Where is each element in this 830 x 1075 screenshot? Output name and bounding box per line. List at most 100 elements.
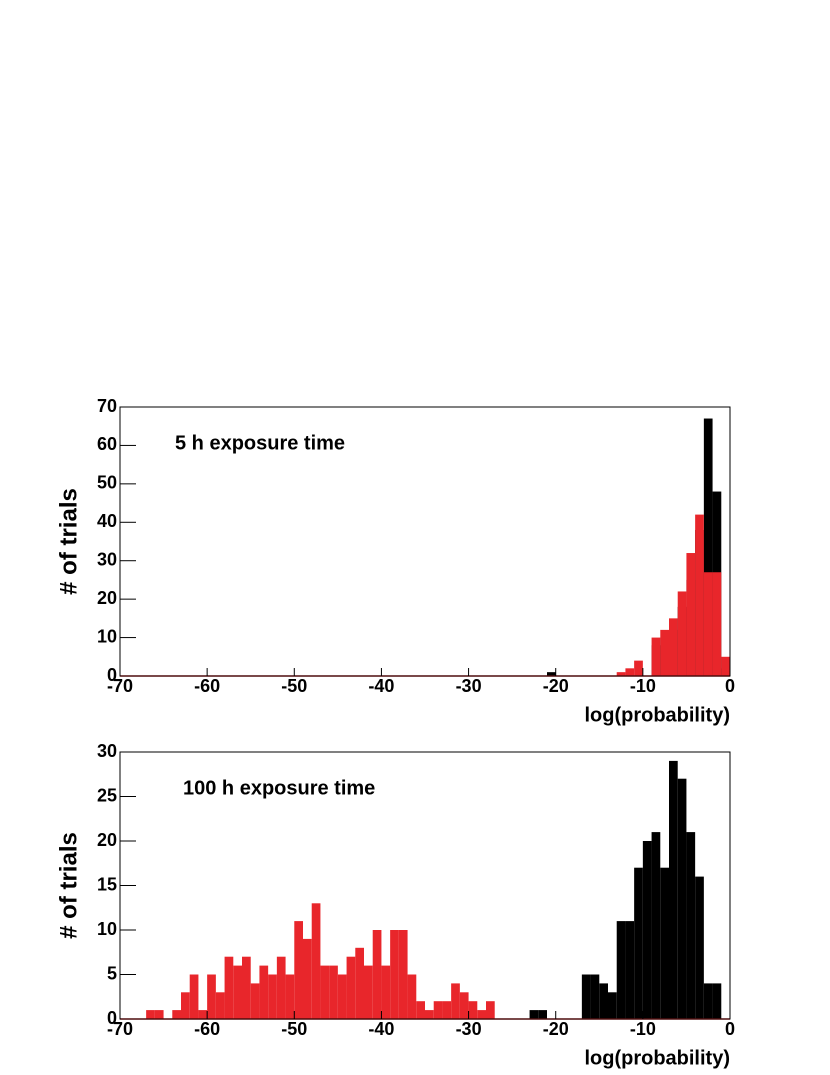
histogram-bar [686, 553, 696, 676]
histogram-bar [346, 956, 356, 1019]
y-tick-label: 10 [97, 919, 117, 939]
histogram-bar [477, 1010, 486, 1019]
histogram-bar [547, 672, 556, 676]
histogram-bar [529, 1010, 539, 1019]
histogram-bar [398, 930, 408, 1019]
histogram-bar [703, 418, 713, 676]
histogram-bar [355, 947, 364, 1019]
histogram-bar [651, 832, 661, 1019]
histogram-bar [634, 660, 643, 676]
y-tick-label: 10 [97, 626, 117, 646]
y-tick-label: 20 [97, 830, 117, 850]
y-tick-label: 25 [97, 785, 117, 805]
histogram-bar [468, 1001, 478, 1019]
histogram-bar [390, 930, 399, 1019]
annotation: 5 h exposure time [175, 432, 345, 454]
histogram-bar [538, 1010, 547, 1019]
x-tick-label: 0 [725, 1019, 735, 1039]
histogram-bar [172, 1010, 181, 1019]
histogram-bar [660, 629, 669, 676]
histogram-bar [242, 956, 251, 1019]
histogram-bar [686, 832, 696, 1019]
histogram-bar [669, 760, 678, 1019]
histogram-bar [285, 974, 295, 1019]
x-tick-label: -20 [543, 1019, 569, 1039]
y-tick-label: 0 [107, 1008, 117, 1028]
histogram-bar [311, 903, 321, 1019]
x-tick-label: -40 [368, 676, 394, 696]
histogram-bar [233, 965, 242, 1019]
y-tick-label: 5 [107, 963, 117, 983]
histogram-bar [207, 974, 216, 1019]
y-tick-label: 40 [97, 511, 117, 531]
histogram-bar [651, 637, 661, 676]
histogram-bar [642, 841, 652, 1019]
histogram-bar [154, 1010, 164, 1019]
histogram-bar [294, 921, 303, 1019]
histogram-bar [329, 965, 338, 1019]
histogram-bar [215, 992, 225, 1019]
x-tick-label: -40 [368, 1019, 394, 1039]
histogram-bar [276, 956, 286, 1019]
x-tick-label: -30 [456, 676, 482, 696]
x-tick-label: -50 [281, 1019, 307, 1039]
histogram-bar [608, 992, 617, 1019]
histogram-bar [451, 983, 460, 1019]
histogram-bar [189, 974, 199, 1019]
histogram-bar [268, 974, 277, 1019]
histogram-bar [695, 876, 704, 1019]
histogram-bar [669, 618, 678, 676]
x-axis-label: log(probability) [584, 1047, 730, 1069]
x-tick-label: -70 [107, 676, 133, 696]
histogram-bar [625, 921, 635, 1019]
histogram-bar [616, 921, 626, 1019]
histogram-bar [634, 867, 643, 1019]
histogram-bar [590, 974, 600, 1019]
y-tick-label: 30 [97, 741, 117, 761]
histogram-bar [616, 672, 626, 676]
y-tick-label: 50 [97, 473, 117, 493]
histogram-bar [625, 668, 635, 676]
histogram-bar [224, 956, 234, 1019]
y-tick-label: 0 [107, 665, 117, 685]
x-tick-label: -60 [194, 676, 220, 696]
y-tick-label: 70 [97, 396, 117, 416]
histogram-bar [712, 983, 722, 1019]
histogram-bar [486, 1001, 495, 1019]
histogram-bar [459, 992, 469, 1019]
histogram-bar [581, 974, 591, 1019]
x-axis-label: log(probability) [584, 704, 730, 726]
histogram-bar [337, 974, 347, 1019]
histogram-bar [320, 965, 330, 1019]
y-tick-label: 15 [97, 874, 117, 894]
y-axis-label: # of trials [55, 832, 82, 939]
histogram-bar [677, 591, 687, 676]
histogram-bar [599, 983, 608, 1019]
histogram-bar [181, 992, 190, 1019]
x-tick-label: -20 [543, 676, 569, 696]
x-tick-label: -70 [107, 1019, 133, 1039]
y-tick-label: 30 [97, 549, 117, 569]
histogram-bar [695, 514, 704, 676]
histogram-bar [364, 965, 373, 1019]
histogram-bar [198, 1010, 208, 1019]
histogram-bar [442, 1001, 452, 1019]
histogram-bar [416, 1001, 425, 1019]
histogram-bar [712, 572, 722, 676]
histogram-bar [259, 965, 269, 1019]
x-tick-label: -60 [194, 1019, 220, 1039]
plot-frame [119, 406, 731, 677]
histogram-bar [660, 867, 669, 1019]
histogram-bar [250, 983, 260, 1019]
histogram-bar [433, 1001, 443, 1019]
x-tick-label: -10 [630, 1019, 656, 1039]
x-tick-label: -10 [630, 676, 656, 696]
annotation: 100 h exposure time [183, 777, 375, 799]
y-tick-label: 20 [97, 588, 117, 608]
histogram-bar [425, 1010, 434, 1019]
histogram-bar [407, 974, 417, 1019]
histogram-bar [372, 930, 382, 1019]
x-tick-label: 0 [725, 676, 735, 696]
histogram-bar [721, 656, 730, 676]
